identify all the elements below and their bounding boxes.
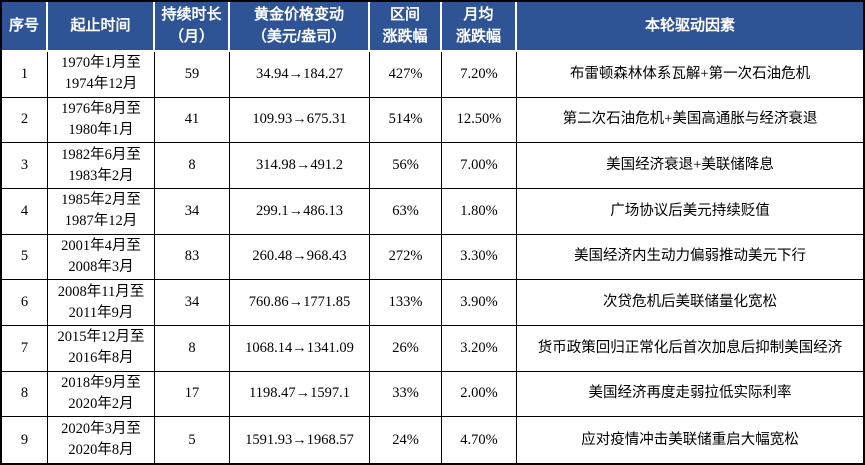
cell-period: 1982年6月至 1983年2月 <box>48 143 155 189</box>
cell-period: 1976年8月至 1980年1月 <box>48 97 155 144</box>
cell-driver: 第二次石油危机+美国高通胀与经济衰退 <box>517 97 863 144</box>
col-header-range-change: 区间 涨跌幅 <box>370 2 442 52</box>
cell-monthly-change: 3.20% <box>442 326 517 372</box>
cell-range-change: 133% <box>370 280 442 326</box>
cell-serial: 2 <box>2 97 48 144</box>
cell-serial: 4 <box>2 189 48 235</box>
cell-duration: 8 <box>155 326 230 372</box>
cell-period: 2018年9月至 2020年2月 <box>48 371 155 418</box>
col-header-serial: 序号 <box>2 2 48 52</box>
cell-serial: 5 <box>2 234 48 281</box>
cell-range-change: 63% <box>370 189 442 235</box>
cell-driver: 次贷危机后美联储量化宽松 <box>517 280 863 326</box>
cell-range-change: 56% <box>370 143 442 189</box>
cell-duration: 17 <box>155 371 230 418</box>
cell-period: 2001年4月至 2008年3月 <box>48 234 155 281</box>
cell-monthly-change: 2.00% <box>442 371 517 418</box>
cell-price-change: 314.98→491.2 <box>230 143 370 189</box>
cell-range-change: 26% <box>370 326 442 372</box>
cell-price-change: 299.1→486.13 <box>230 189 370 235</box>
cell-price-change: 260.48→968.43 <box>230 234 370 281</box>
cell-driver: 广场协议后美元持续贬值 <box>517 189 863 235</box>
cell-duration: 8 <box>155 143 230 189</box>
cell-monthly-change: 4.70% <box>442 417 517 463</box>
cell-range-change: 33% <box>370 371 442 418</box>
cell-serial: 8 <box>2 371 48 418</box>
cell-period: 2008年11月至 2011年9月 <box>48 280 155 326</box>
cell-period: 1970年1月至 1974年12月 <box>48 52 155 98</box>
cell-period: 2015年12月至 2016年8月 <box>48 326 155 372</box>
cell-price-change: 1068.14→1341.09 <box>230 326 370 372</box>
cell-duration: 34 <box>155 280 230 326</box>
col-header-duration: 持续时长 （月） <box>155 2 230 52</box>
cell-duration: 59 <box>155 52 230 98</box>
cell-range-change: 24% <box>370 417 442 463</box>
col-header-price-change: 黄金价格变动 （美元/盎司） <box>230 2 370 52</box>
cell-price-change: 760.86→1771.85 <box>230 280 370 326</box>
cell-serial: 6 <box>2 280 48 326</box>
cell-period: 1985年2月至 1987年12月 <box>48 189 155 235</box>
cell-duration: 83 <box>155 234 230 281</box>
cell-range-change: 514% <box>370 97 442 144</box>
cell-serial: 7 <box>2 326 48 372</box>
cell-monthly-change: 1.80% <box>442 189 517 235</box>
cell-price-change: 109.93→675.31 <box>230 97 370 144</box>
cell-range-change: 427% <box>370 52 442 98</box>
cell-monthly-change: 7.20% <box>442 52 517 98</box>
cell-price-change: 1198.47→1597.1 <box>230 371 370 418</box>
cell-range-change: 272% <box>370 234 442 281</box>
cell-serial: 1 <box>2 52 48 98</box>
cell-driver: 货币政策回归正常化后首次加息后抑制美国经济 <box>517 326 863 372</box>
cell-monthly-change: 12.50% <box>442 97 517 144</box>
cell-driver: 美国经济衰退+美联储降息 <box>517 143 863 189</box>
col-header-period: 起止时间 <box>48 2 155 52</box>
cell-monthly-change: 3.30% <box>442 234 517 281</box>
cell-driver: 美国经济再度走弱拉低实际利率 <box>517 371 863 418</box>
cell-driver: 应对疫情冲击美联储重启大幅宽松 <box>517 417 863 463</box>
cell-price-change: 34.94→184.27 <box>230 52 370 98</box>
cell-duration: 5 <box>155 417 230 463</box>
cell-serial: 3 <box>2 143 48 189</box>
col-header-driver: 本轮驱动因素 <box>517 2 863 52</box>
col-header-monthly-change: 月均 涨跌幅 <box>442 2 517 52</box>
cell-duration: 41 <box>155 97 230 144</box>
cell-driver: 美国经济内生动力偏弱推动美元下行 <box>517 234 863 281</box>
cell-period: 2020年3月至 2020年8月 <box>48 417 155 463</box>
cell-duration: 34 <box>155 189 230 235</box>
cell-price-change: 1591.93→1968.57 <box>230 417 370 463</box>
cell-serial: 9 <box>2 417 48 463</box>
cell-monthly-change: 3.90% <box>442 280 517 326</box>
cell-monthly-change: 7.00% <box>442 143 517 189</box>
cell-driver: 布雷顿森林体系瓦解+第一次石油危机 <box>517 52 863 98</box>
